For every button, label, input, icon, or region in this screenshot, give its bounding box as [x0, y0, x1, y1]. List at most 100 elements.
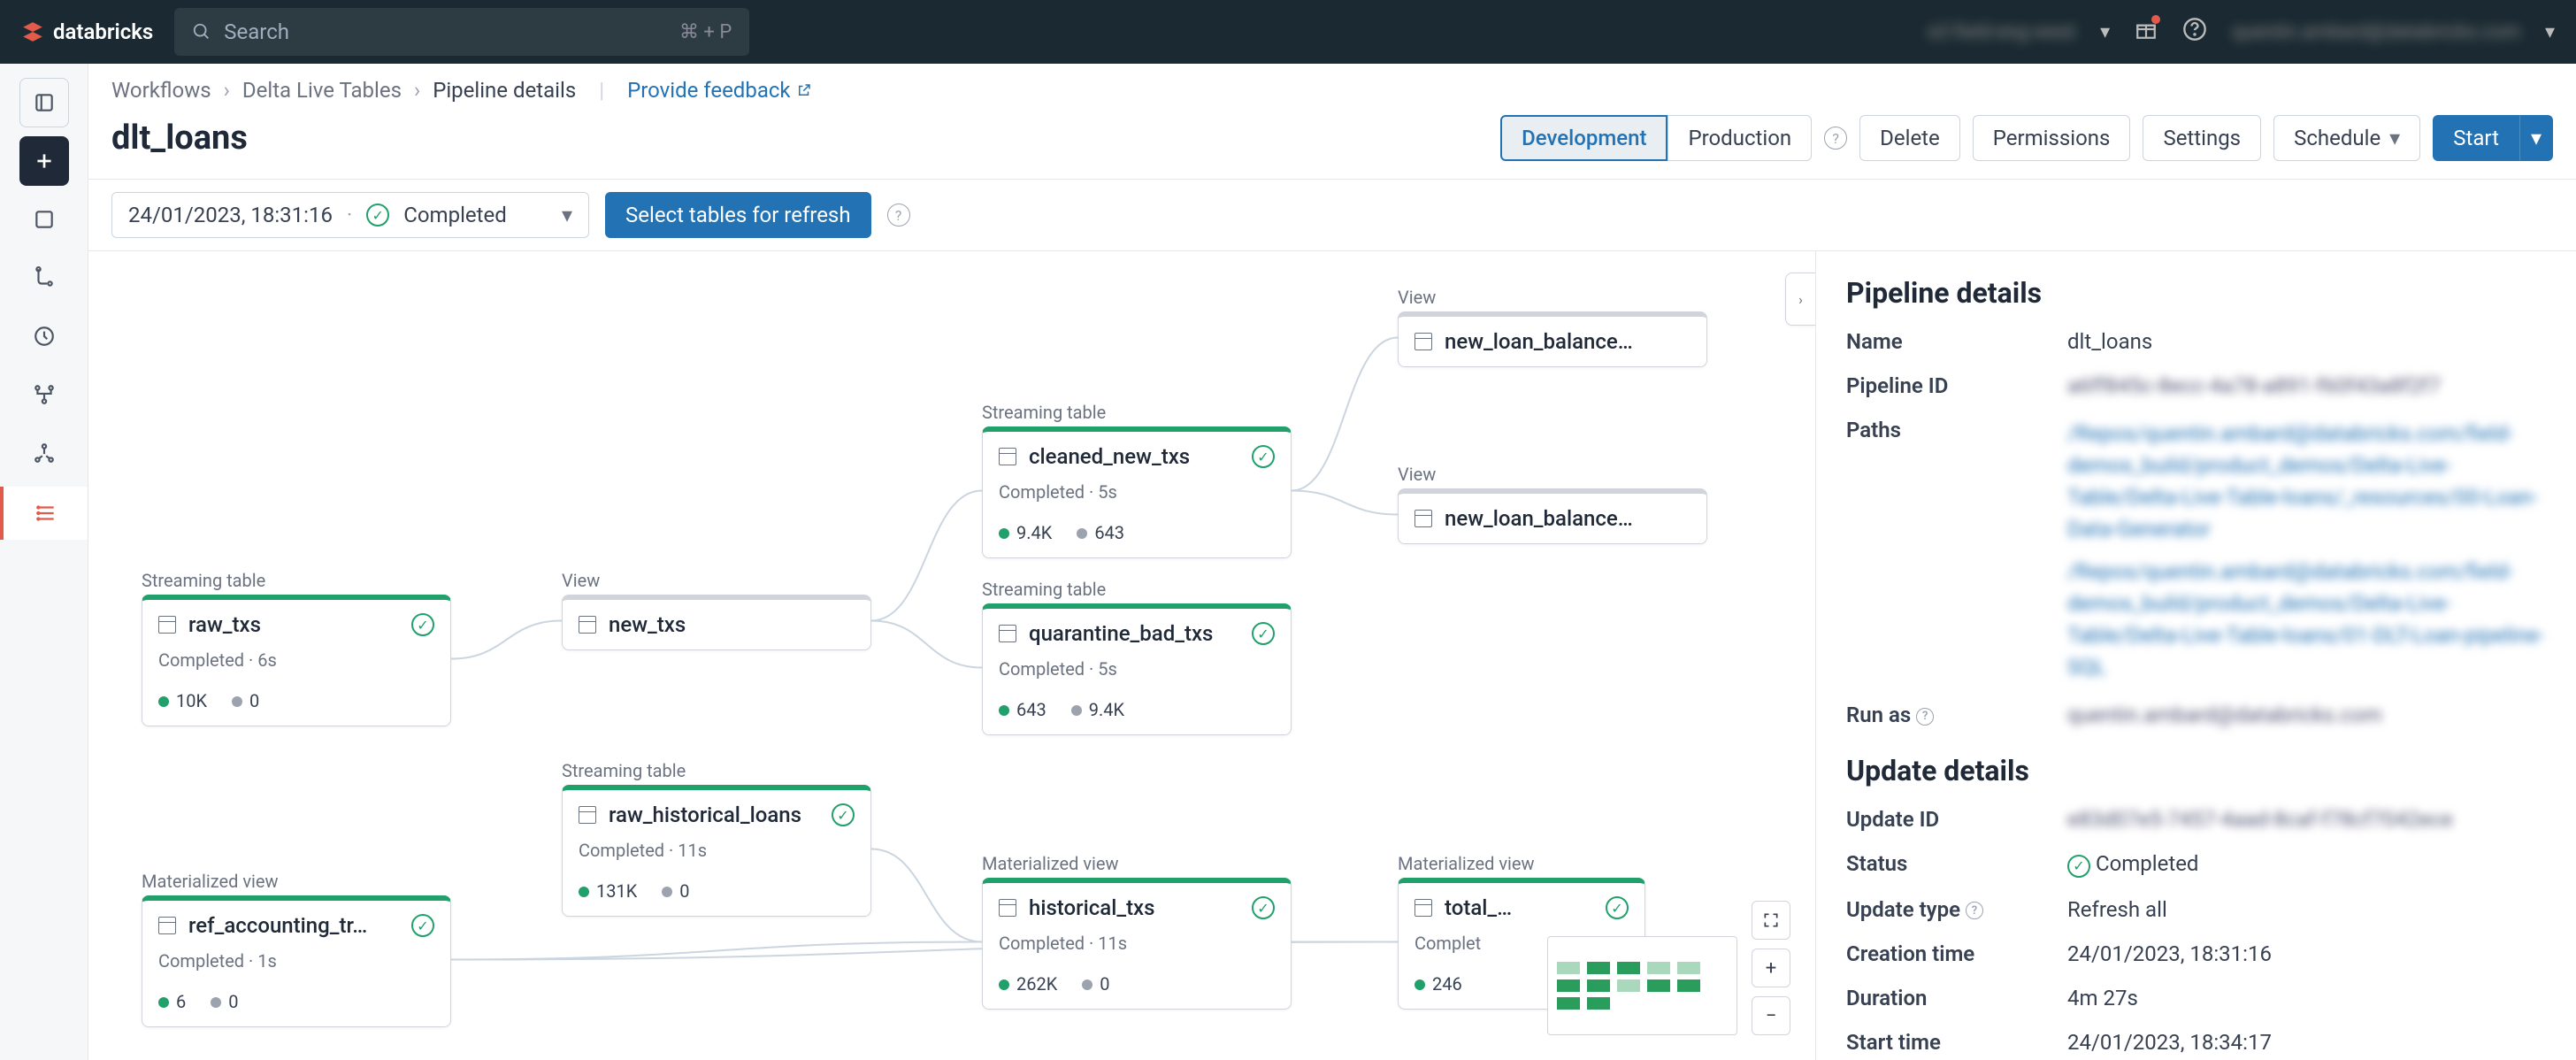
- start-dropdown-button[interactable]: ▾: [2519, 115, 2553, 161]
- nav-home[interactable]: [19, 78, 69, 127]
- node-kind-label: Materialized view: [1398, 853, 1619, 874]
- table-icon: [1414, 510, 1432, 527]
- node-kind-label: Streaming table: [982, 402, 1292, 423]
- search-icon: [192, 22, 211, 42]
- brand-name: databricks: [53, 19, 153, 44]
- nav-data[interactable]: [19, 370, 69, 419]
- node-subtitle: Completed · 6s: [142, 649, 450, 680]
- label-update-type: Update type ?: [1846, 897, 2067, 922]
- node-metrics: 643 9.4K: [983, 688, 1291, 734]
- help-icon[interactable]: [2182, 17, 2207, 47]
- node-title: raw_historical_loans: [609, 803, 801, 827]
- graph-node-raw_hist[interactable]: Streaming table raw_historical_loans ✓ C…: [562, 760, 871, 917]
- delete-button[interactable]: Delete: [1859, 115, 1960, 161]
- breadcrumb: Workflows › Delta Live Tables › Pipeline…: [88, 64, 2576, 110]
- zoom-out-button[interactable]: −: [1752, 996, 1790, 1035]
- check-circle-icon: ✓: [366, 204, 389, 227]
- brand-logo[interactable]: databricks: [21, 19, 153, 44]
- table-icon: [1414, 899, 1432, 917]
- table-icon: [999, 448, 1016, 465]
- fullscreen-button[interactable]: [1752, 901, 1790, 940]
- graph-node-hist_txs[interactable]: Materialized view historical_txs ✓ Compl…: [982, 853, 1292, 1010]
- node-subtitle: Completed · 11s: [983, 933, 1291, 963]
- notification-dot: [2151, 15, 2160, 24]
- graph-node-cleaned[interactable]: Streaming table cleaned_new_txs ✓ Comple…: [982, 402, 1292, 558]
- pipeline-graph-canvas[interactable]: Streaming table raw_txs ✓ Completed · 6s…: [88, 251, 1815, 1060]
- check-circle-icon: ✓: [411, 914, 434, 937]
- node-title: new_loan_balance…: [1445, 329, 1633, 354]
- graph-node-new_txs[interactable]: View new_txs: [562, 570, 871, 650]
- settings-button[interactable]: Settings: [2143, 115, 2261, 161]
- graph-edge: [871, 621, 982, 668]
- label-duration: Duration: [1846, 986, 2067, 1010]
- graph-node-raw_txs[interactable]: Streaming table raw_txs ✓ Completed · 6s…: [142, 570, 451, 726]
- label-paths: Paths: [1846, 418, 2067, 683]
- value-start-time: 24/01/2023, 18:34:17: [2067, 1030, 2546, 1055]
- nav-repos[interactable]: [19, 253, 69, 303]
- table-icon: [1414, 333, 1432, 350]
- nav-workflows[interactable]: [0, 487, 88, 540]
- gift-icon[interactable]: [2135, 18, 2158, 46]
- left-nav-rail: [0, 64, 88, 1060]
- mode-production-button[interactable]: Production: [1668, 115, 1812, 161]
- nav-recents[interactable]: [19, 311, 69, 361]
- breadcrumb-workflows[interactable]: Workflows: [111, 78, 211, 103]
- table-icon: [579, 616, 596, 634]
- global-search[interactable]: Search ⌘ + P: [174, 8, 749, 56]
- value-paths[interactable]: /Repos/quentin.ambard@databricks.com/fie…: [2067, 418, 2546, 683]
- utype-help-icon[interactable]: ?: [1966, 902, 1983, 919]
- node-kind-label: View: [562, 570, 871, 591]
- node-metrics: 131K 0: [563, 870, 870, 916]
- value-name: dlt_loans: [2067, 329, 2546, 354]
- graph-edge: [451, 621, 562, 659]
- pipeline-details-heading: Pipeline details: [1846, 276, 2546, 310]
- graph-node-ref_acct[interactable]: Materialized view ref_accounting_tr… ✓ C…: [142, 871, 451, 1027]
- node-subtitle: Completed · 11s: [563, 840, 870, 870]
- select-tables-refresh-button[interactable]: Select tables for refresh: [605, 192, 871, 238]
- label-update-id: Update ID: [1846, 807, 2067, 832]
- nav-clusters[interactable]: [19, 428, 69, 478]
- run-timestamp: 24/01/2023, 18:31:16: [128, 203, 333, 227]
- details-collapse-tab[interactable]: ›: [1785, 273, 1815, 326]
- details-panel: Pipeline details Namedlt_loans Pipeline …: [1815, 251, 2576, 1060]
- label-status: Status: [1846, 851, 2067, 878]
- node-kind-label: Materialized view: [142, 871, 451, 892]
- chevron-right-icon: ›: [414, 78, 420, 103]
- node-kind-label: Materialized view: [982, 853, 1292, 874]
- run-selector[interactable]: 24/01/2023, 18:31:16 · ✓ Completed ▾: [111, 192, 589, 238]
- chevron-down-icon: ▾: [2531, 126, 2542, 150]
- nav-workspace[interactable]: [19, 195, 69, 244]
- graph-edge: [1292, 338, 1398, 491]
- check-circle-icon: ✓: [1252, 896, 1275, 919]
- minimap[interactable]: [1547, 936, 1737, 1035]
- user-menu[interactable]: quentin.ambard@databricks.com: [2232, 21, 2520, 43]
- graph-node-balance1[interactable]: View new_loan_balance…: [1398, 287, 1707, 367]
- check-circle-icon: ✓: [1252, 622, 1275, 645]
- provide-feedback-link[interactable]: Provide feedback: [627, 78, 812, 103]
- node-subtitle: Completed · 5s: [983, 658, 1291, 688]
- graph-node-quarantine[interactable]: Streaming table quarantine_bad_txs ✓ Com…: [982, 579, 1292, 735]
- nav-create[interactable]: [19, 136, 69, 186]
- zoom-in-button[interactable]: +: [1752, 949, 1790, 987]
- start-button[interactable]: Start: [2433, 115, 2519, 161]
- update-details-heading: Update details: [1846, 754, 2546, 787]
- node-title: cleaned_new_txs: [1029, 444, 1190, 469]
- mode-development-button[interactable]: Development: [1500, 115, 1668, 161]
- table-icon: [579, 806, 596, 824]
- workspace-switcher[interactable]: e2-field-eng-west: [1928, 21, 2075, 43]
- schedule-button[interactable]: Schedule▾: [2273, 115, 2420, 161]
- external-link-icon: [796, 82, 812, 98]
- graph-node-balance2[interactable]: View new_loan_balance…: [1398, 464, 1707, 544]
- chevron-down-icon: ▾: [2545, 21, 2555, 43]
- node-kind-label: Streaming table: [562, 760, 871, 781]
- label-creation-time: Creation time: [1846, 941, 2067, 966]
- permissions-button[interactable]: Permissions: [1973, 115, 2131, 161]
- mode-help-icon[interactable]: ?: [1824, 127, 1847, 150]
- refresh-help-icon[interactable]: ?: [887, 204, 910, 227]
- node-kind-label: Streaming table: [982, 579, 1292, 600]
- label-start-time: Start time: [1846, 1030, 2067, 1055]
- databricks-icon: [21, 20, 44, 43]
- breadcrumb-dlt[interactable]: Delta Live Tables: [242, 78, 402, 103]
- runas-help-icon[interactable]: ?: [1916, 708, 1934, 726]
- node-kind-label: Streaming table: [142, 570, 451, 591]
